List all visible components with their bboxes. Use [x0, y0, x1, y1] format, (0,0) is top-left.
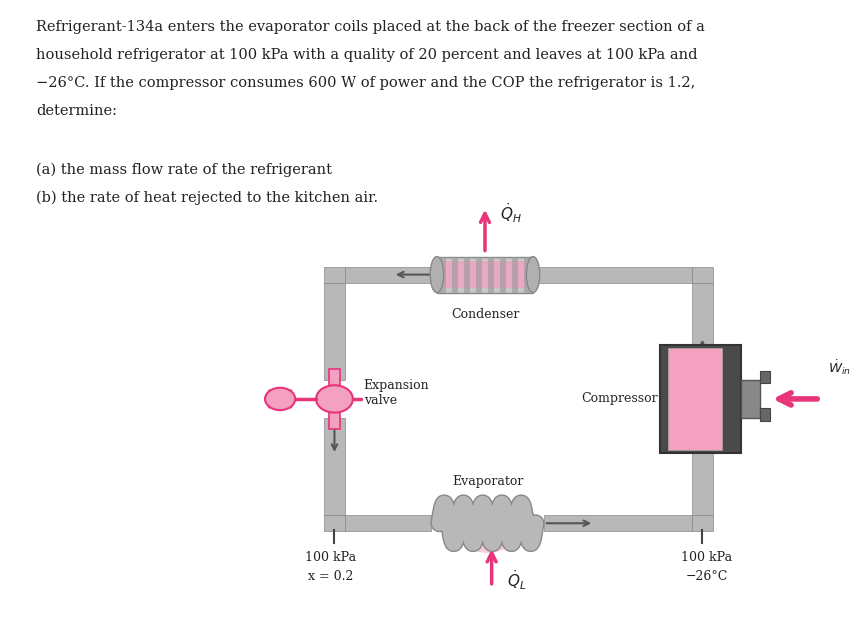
Ellipse shape: [526, 256, 540, 292]
Bar: [440, 256, 446, 292]
Bar: [759, 408, 770, 421]
Bar: [323, 515, 345, 531]
Bar: [345, 515, 431, 531]
Bar: [668, 348, 721, 450]
Text: Condenser: Condenser: [451, 308, 519, 321]
Text: (a) the mass flow rate of the refrigerant: (a) the mass flow rate of the refrigeran…: [36, 163, 332, 177]
Bar: [525, 256, 530, 292]
Bar: [476, 256, 482, 292]
Circle shape: [316, 386, 353, 413]
Circle shape: [456, 506, 519, 553]
Bar: [660, 345, 741, 454]
Text: 100 kPa: 100 kPa: [681, 551, 732, 564]
Text: −26°C. If the compressor consumes 600 W of power and the COP the refrigerator is: −26°C. If the compressor consumes 600 W …: [36, 76, 695, 89]
Bar: [453, 256, 458, 292]
Bar: [500, 256, 505, 292]
Text: $\dot{W}_{in}$: $\dot{W}_{in}$: [829, 358, 851, 377]
Text: $\dot{Q}_H$: $\dot{Q}_H$: [500, 201, 522, 225]
Text: 100 kPa: 100 kPa: [304, 551, 355, 564]
Text: determine:: determine:: [36, 103, 117, 118]
Bar: [488, 256, 493, 292]
Bar: [323, 418, 345, 515]
Bar: [442, 261, 528, 289]
Ellipse shape: [430, 256, 444, 292]
Text: Evaporator: Evaporator: [452, 475, 523, 488]
Bar: [512, 256, 518, 292]
Text: Compressor: Compressor: [582, 392, 658, 406]
Circle shape: [265, 387, 295, 410]
Bar: [533, 266, 692, 283]
Bar: [345, 266, 437, 283]
Bar: [759, 371, 770, 384]
Bar: [464, 256, 470, 292]
Bar: [437, 256, 533, 292]
Text: $\dot{Q}_L$: $\dot{Q}_L$: [506, 569, 526, 592]
Text: household refrigerator at 100 kPa with a quality of 20 percent and leaves at 100: household refrigerator at 100 kPa with a…: [36, 48, 697, 62]
Bar: [323, 283, 345, 381]
Text: x = 0.2: x = 0.2: [308, 570, 353, 583]
Text: (b) the rate of heat rejected to the kitchen air.: (b) the rate of heat rejected to the kit…: [36, 191, 378, 205]
Bar: [741, 380, 759, 418]
Bar: [323, 266, 345, 283]
Bar: [544, 515, 692, 531]
Bar: [692, 283, 714, 515]
Bar: [329, 369, 341, 429]
Text: Refrigerant-134a enters the evaporator coils placed at the back of the freezer s: Refrigerant-134a enters the evaporator c…: [36, 20, 705, 34]
Bar: [692, 515, 714, 531]
Text: Expansion
valve: Expansion valve: [364, 379, 429, 407]
Bar: [692, 266, 714, 283]
Text: −26°C: −26°C: [686, 570, 727, 583]
